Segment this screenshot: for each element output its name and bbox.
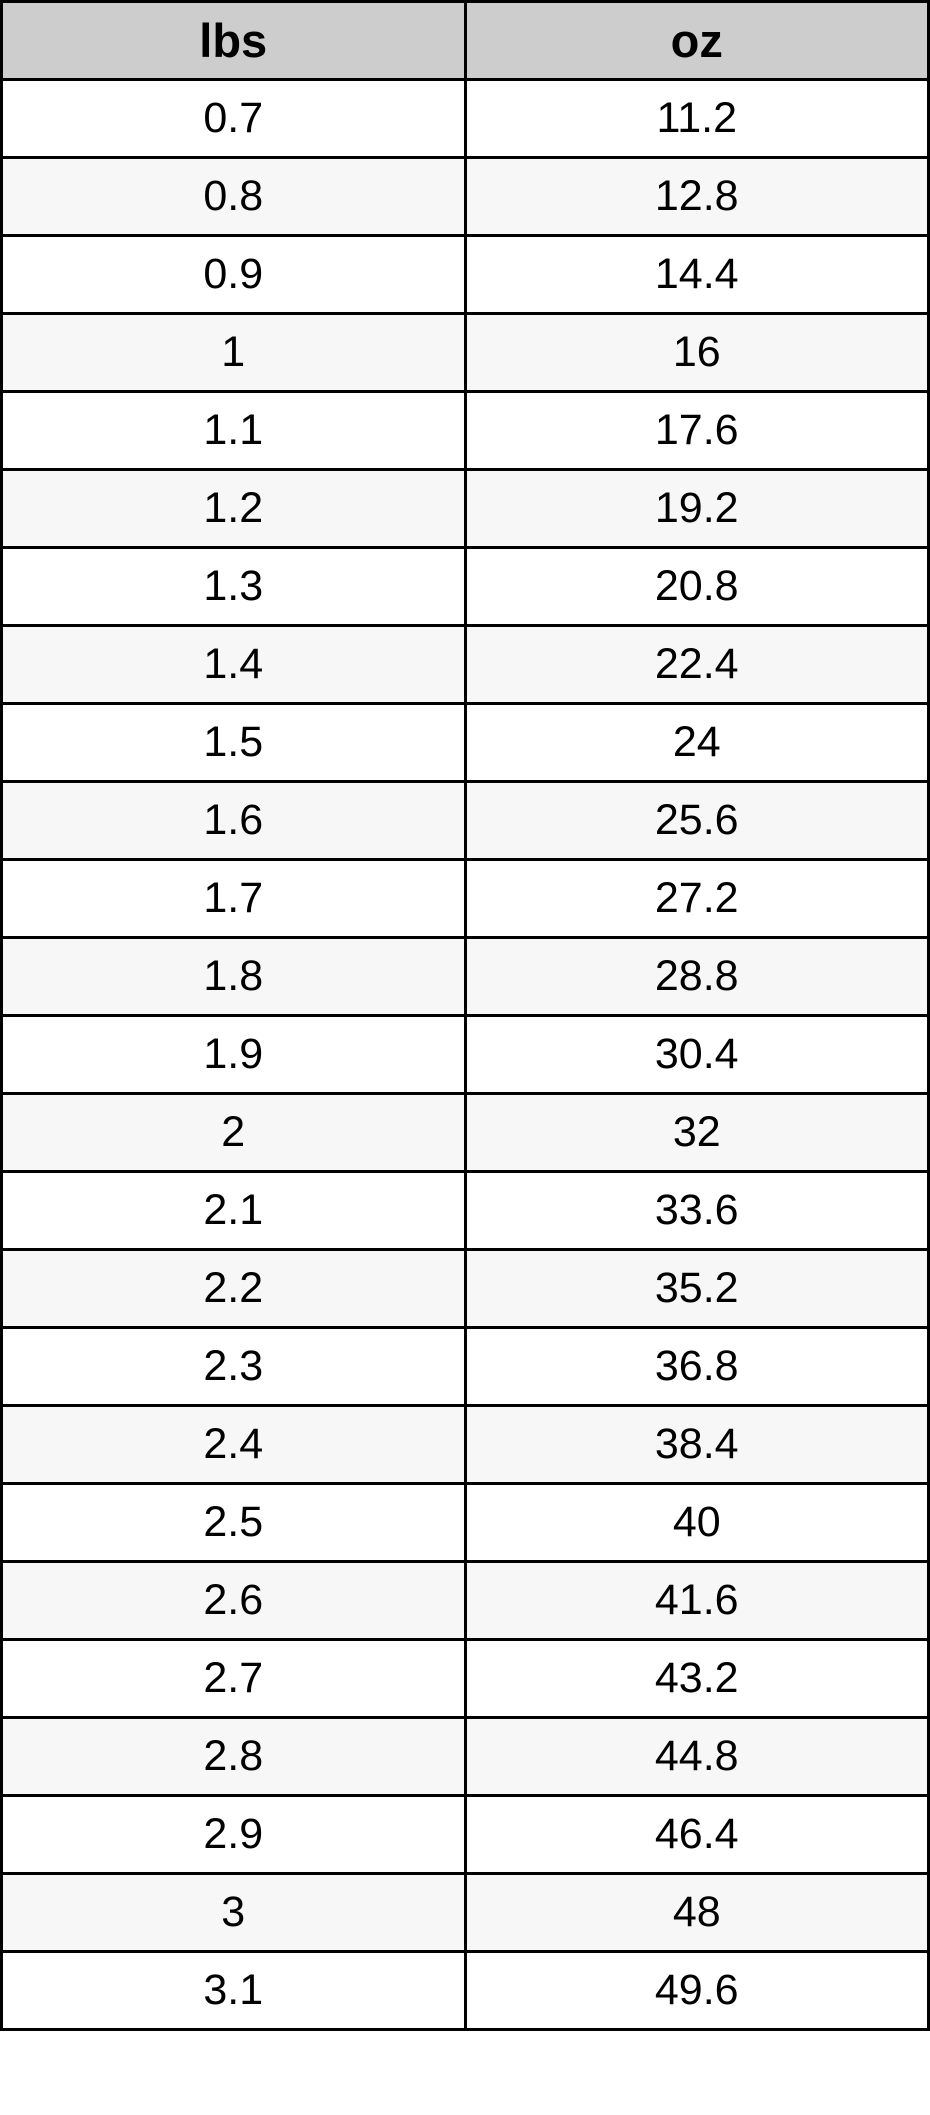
oz-cell: 28.8 xyxy=(463,936,930,1017)
table-header: lbs oz xyxy=(0,0,930,81)
lbs-cell: 1.2 xyxy=(0,468,467,549)
oz-cell: 19.2 xyxy=(463,468,930,549)
oz-cell: 43.2 xyxy=(463,1638,930,1719)
lbs-cell: 2.4 xyxy=(0,1404,467,1485)
lbs-cell: 0.7 xyxy=(0,78,467,159)
table-row: 1.3 20.8 xyxy=(0,546,930,627)
oz-cell: 12.8 xyxy=(463,156,930,237)
oz-cell: 40 xyxy=(463,1482,930,1563)
lbs-cell: 2.3 xyxy=(0,1326,467,1407)
oz-cell: 17.6 xyxy=(463,390,930,471)
table-row: 2.8 44.8 xyxy=(0,1716,930,1797)
table-row: 1 16 xyxy=(0,312,930,393)
table-row: 1.9 30.4 xyxy=(0,1014,930,1095)
table-row: 1.5 24 xyxy=(0,702,930,783)
lbs-cell: 2 xyxy=(0,1092,467,1173)
oz-cell: 27.2 xyxy=(463,858,930,939)
oz-cell: 14.4 xyxy=(463,234,930,315)
table-row: 1.1 17.6 xyxy=(0,390,930,471)
column-header-lbs: lbs xyxy=(0,0,467,81)
oz-cell: 25.6 xyxy=(463,780,930,861)
table-row: 0.7 11.2 xyxy=(0,78,930,159)
lbs-cell: 0.8 xyxy=(0,156,467,237)
oz-cell: 24 xyxy=(463,702,930,783)
lbs-cell: 0.9 xyxy=(0,234,467,315)
table-row: 2.5 40 xyxy=(0,1482,930,1563)
table-row: 1.4 22.4 xyxy=(0,624,930,705)
lbs-cell: 2.1 xyxy=(0,1170,467,1251)
table-row: 0.8 12.8 xyxy=(0,156,930,237)
table-row: 2.2 35.2 xyxy=(0,1248,930,1329)
table-row: 2.6 41.6 xyxy=(0,1560,930,1641)
oz-cell: 46.4 xyxy=(463,1794,930,1875)
table-body: 0.7 11.2 0.8 12.8 0.9 14.4 1 16 1.1 17.6 1.2 19.2 1.… xyxy=(0,78,930,2031)
lbs-cell: 1.9 xyxy=(0,1014,467,1095)
oz-cell: 48 xyxy=(463,1872,930,1953)
table-row: 1.2 19.2 xyxy=(0,468,930,549)
lbs-cell: 2.2 xyxy=(0,1248,467,1329)
oz-cell: 41.6 xyxy=(463,1560,930,1641)
lbs-cell: 3 xyxy=(0,1872,467,1953)
table-row: 2.9 46.4 xyxy=(0,1794,930,1875)
lbs-cell: 1.3 xyxy=(0,546,467,627)
table-row: 3.1 49.6 xyxy=(0,1950,930,2031)
oz-cell: 16 xyxy=(463,312,930,393)
lbs-to-oz-conversion-table: lbs oz 0.7 11.2 0.8 12.8 0.9 14.4 1 16 1.1 17.6 1.… xyxy=(0,0,930,2031)
table-row: 2.4 38.4 xyxy=(0,1404,930,1485)
table-row: 2.3 36.8 xyxy=(0,1326,930,1407)
table-row: 1.6 25.6 xyxy=(0,780,930,861)
oz-cell: 11.2 xyxy=(463,78,930,159)
oz-cell: 30.4 xyxy=(463,1014,930,1095)
table-row: 3 48 xyxy=(0,1872,930,1953)
oz-cell: 32 xyxy=(463,1092,930,1173)
table-row: 2.1 33.6 xyxy=(0,1170,930,1251)
lbs-cell: 3.1 xyxy=(0,1950,467,2031)
lbs-cell: 1.4 xyxy=(0,624,467,705)
oz-cell: 35.2 xyxy=(463,1248,930,1329)
lbs-cell: 1.1 xyxy=(0,390,467,471)
oz-cell: 20.8 xyxy=(463,546,930,627)
lbs-cell: 2.5 xyxy=(0,1482,467,1563)
lbs-cell: 2.6 xyxy=(0,1560,467,1641)
lbs-cell: 1 xyxy=(0,312,467,393)
lbs-cell: 1.8 xyxy=(0,936,467,1017)
lbs-cell: 1.6 xyxy=(0,780,467,861)
oz-cell: 49.6 xyxy=(463,1950,930,2031)
column-header-oz: oz xyxy=(463,0,930,81)
header-row: lbs oz xyxy=(0,0,930,81)
table-row: 2 32 xyxy=(0,1092,930,1173)
lbs-cell: 2.8 xyxy=(0,1716,467,1797)
oz-cell: 33.6 xyxy=(463,1170,930,1251)
table-row: 2.7 43.2 xyxy=(0,1638,930,1719)
table-row: 0.9 14.4 xyxy=(0,234,930,315)
table-row: 1.8 28.8 xyxy=(0,936,930,1017)
oz-cell: 44.8 xyxy=(463,1716,930,1797)
oz-cell: 36.8 xyxy=(463,1326,930,1407)
table-row: 1.7 27.2 xyxy=(0,858,930,939)
oz-cell: 38.4 xyxy=(463,1404,930,1485)
oz-cell: 22.4 xyxy=(463,624,930,705)
lbs-cell: 1.5 xyxy=(0,702,467,783)
lbs-cell: 2.7 xyxy=(0,1638,467,1719)
lbs-cell: 2.9 xyxy=(0,1794,467,1875)
lbs-cell: 1.7 xyxy=(0,858,467,939)
